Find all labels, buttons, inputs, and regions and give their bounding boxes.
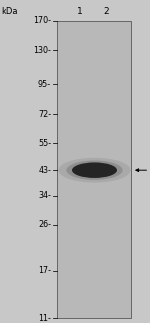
Ellipse shape bbox=[66, 161, 123, 180]
Text: 11-: 11- bbox=[38, 314, 51, 323]
Text: 1: 1 bbox=[77, 7, 83, 16]
Bar bbox=[57, 21, 130, 318]
Text: kDa: kDa bbox=[2, 7, 18, 16]
Text: 26-: 26- bbox=[38, 220, 51, 229]
Text: 17-: 17- bbox=[38, 266, 51, 276]
Ellipse shape bbox=[58, 158, 130, 182]
Ellipse shape bbox=[72, 162, 117, 178]
Text: 34-: 34- bbox=[38, 191, 51, 200]
Text: 170-: 170- bbox=[33, 16, 51, 26]
Text: 55-: 55- bbox=[38, 139, 51, 148]
Text: 95-: 95- bbox=[38, 80, 51, 89]
Text: 2: 2 bbox=[104, 7, 109, 16]
Text: 130-: 130- bbox=[33, 46, 51, 55]
Text: 43-: 43- bbox=[38, 166, 51, 175]
Text: 72-: 72- bbox=[38, 110, 51, 119]
